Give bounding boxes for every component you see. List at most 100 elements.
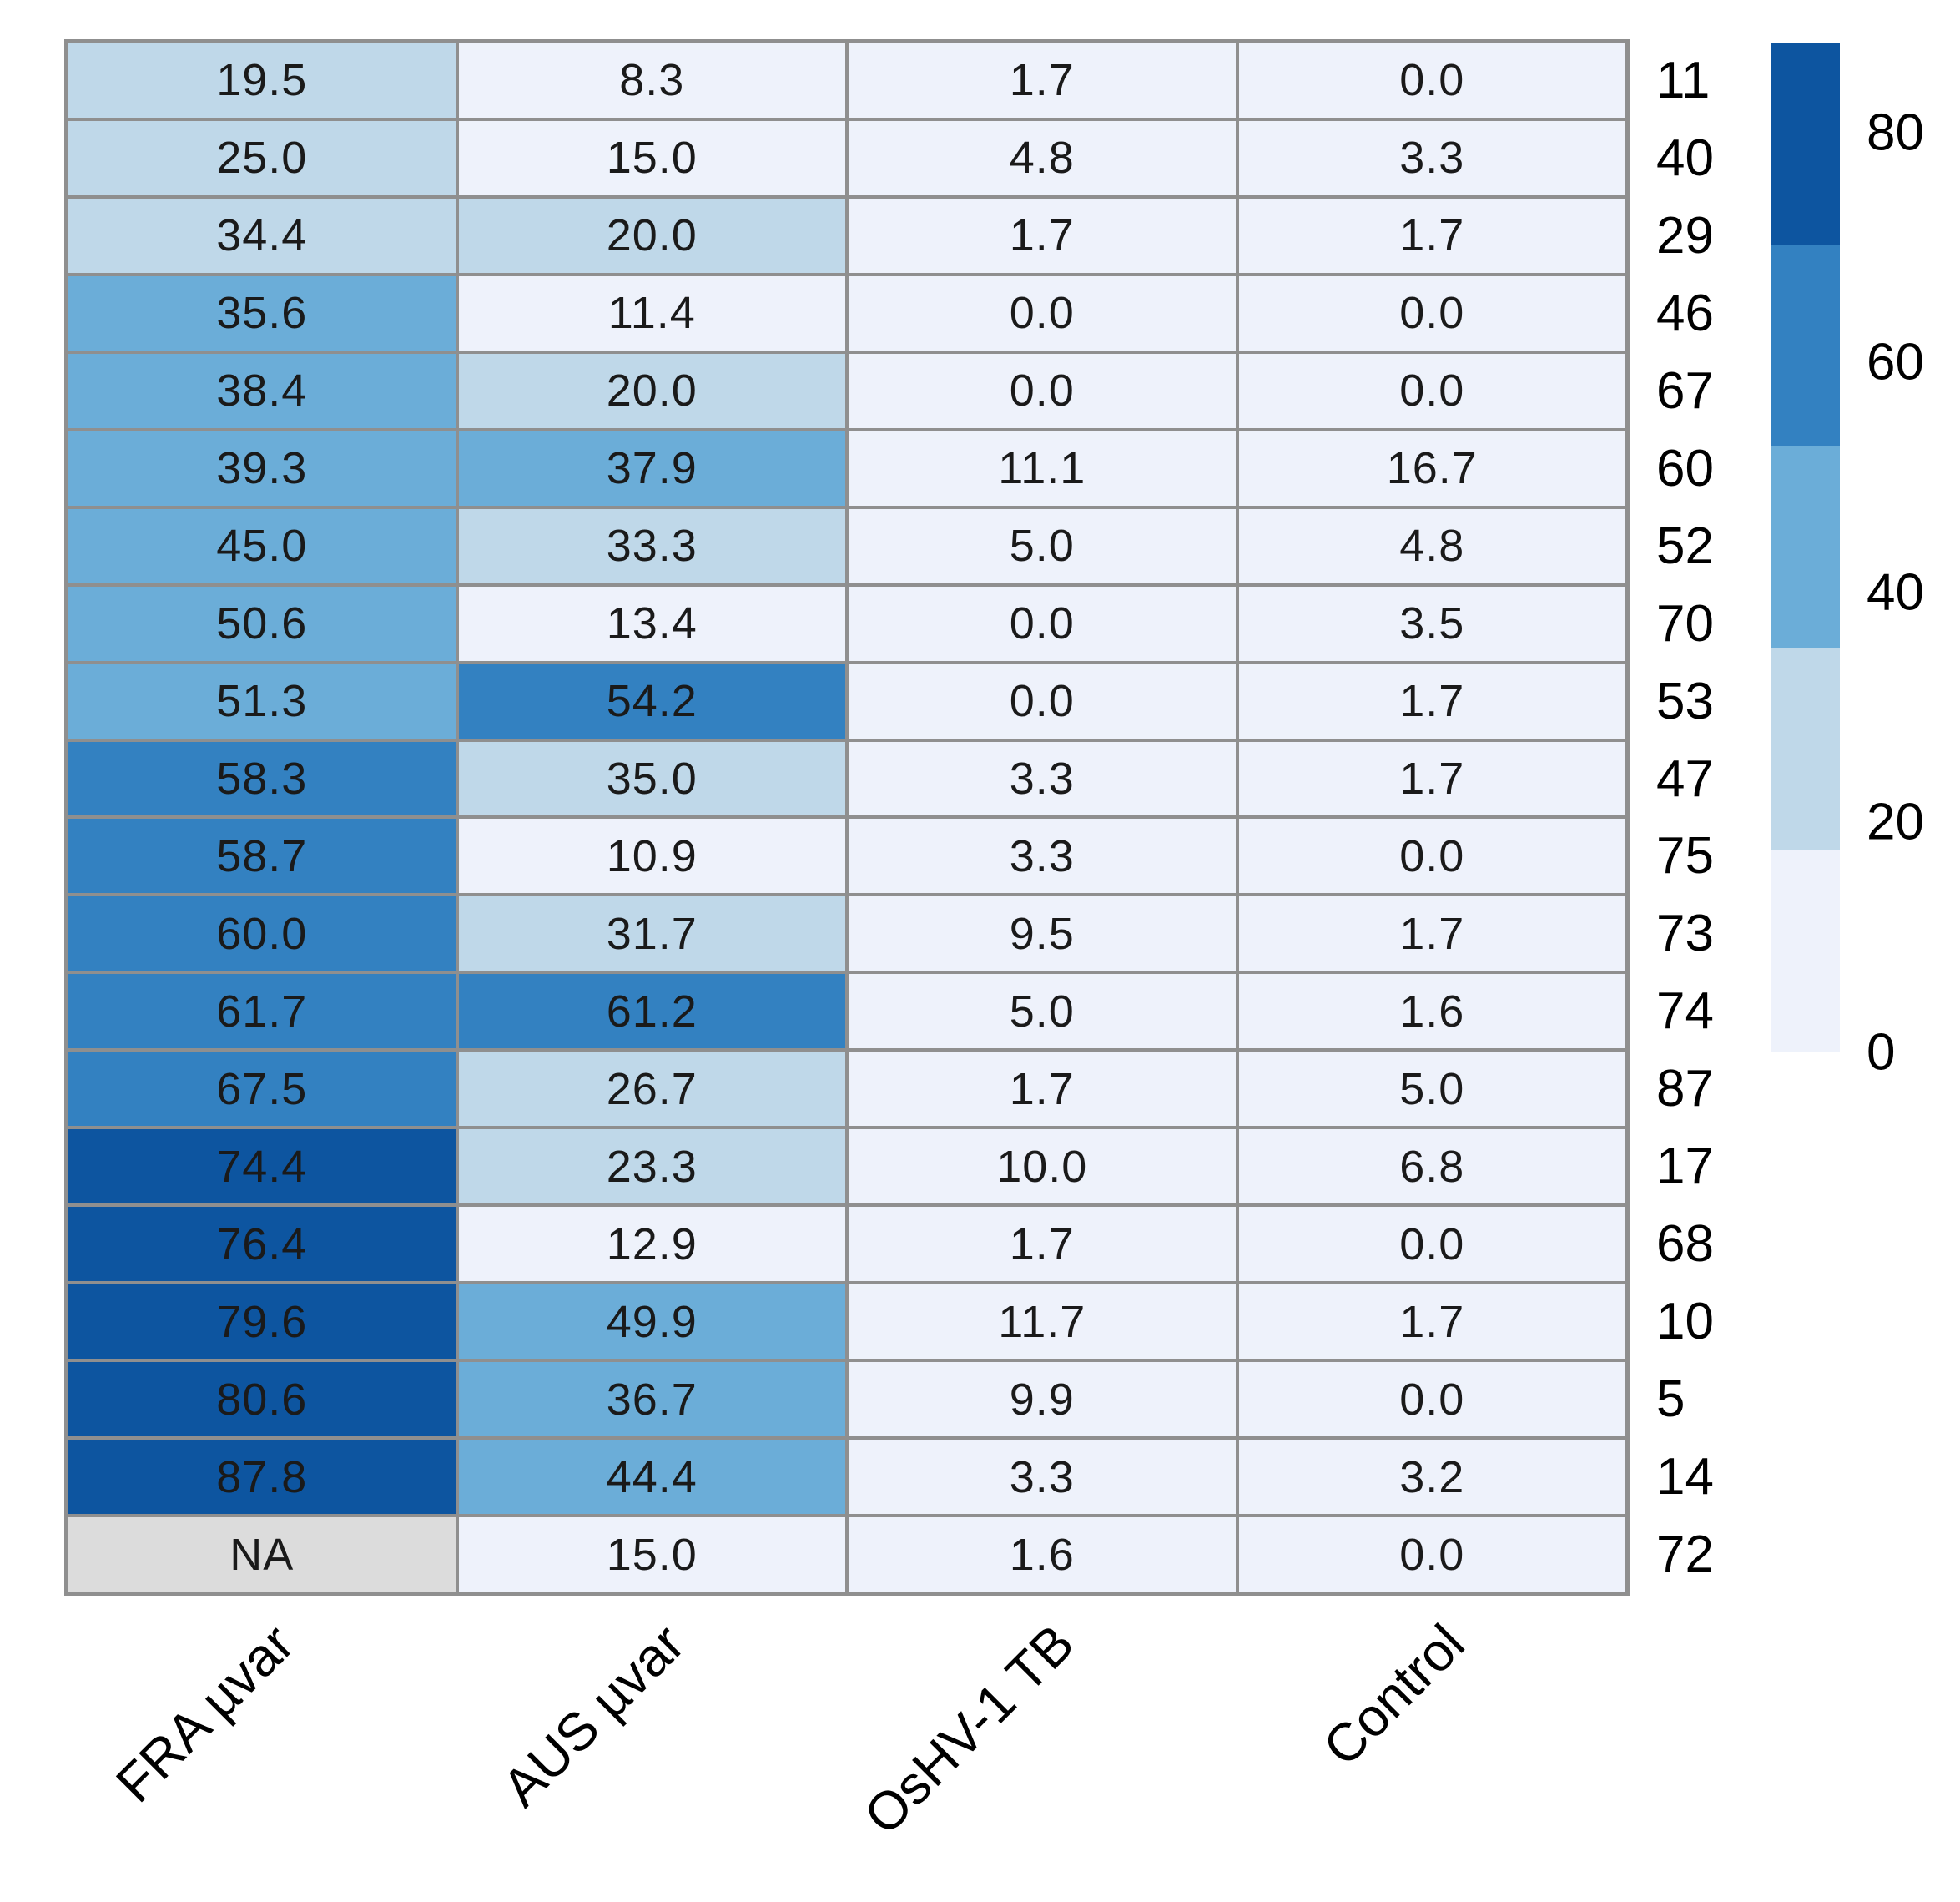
heatmap-cell: 0.0 [849,663,1236,739]
heatmap-cell: 38.4 [68,353,456,428]
heatmap-cell: 8.3 [458,43,845,118]
heatmap-cell: 15.0 [458,120,845,195]
heatmap-cell: 1.7 [1238,663,1625,739]
heatmap-cell: 51.3 [68,663,456,739]
heatmap-cell: 0.0 [1238,1207,1625,1282]
row-label: 67 [1656,361,1714,420]
heatmap-cell: 58.7 [68,819,456,894]
heatmap-cell: 0.0 [1238,275,1625,351]
column-label-fra-uvar: FRA µvar [104,1612,305,1814]
heatmap-cell: 19.5 [68,43,456,118]
row-label: 52 [1656,517,1714,575]
heatmap-cell: 74.4 [68,1129,456,1204]
colorbar-segment [1771,850,1840,1052]
heatmap-cell: 35.6 [68,275,456,351]
row-label: 70 [1656,594,1714,653]
heatmap-cell: 1.7 [849,1207,1236,1282]
heatmap-cell: 1.7 [849,43,1236,118]
colorbar-tick-label: 80 [1867,103,1924,162]
heatmap-cell: 15.0 [458,1517,845,1592]
heatmap-cell: 4.8 [1238,508,1625,583]
heatmap-cell: 1.6 [849,1517,1236,1592]
heatmap-cell: 26.7 [458,1052,845,1127]
column-label-control: Control [1311,1612,1476,1778]
heatmap-cell: 58.3 [68,741,456,816]
heatmap-cell: 1.7 [849,1052,1236,1127]
row-label: 73 [1656,905,1714,963]
heatmap-cell: 39.3 [68,431,456,506]
heatmap-cell: 0.0 [1238,819,1625,894]
heatmap-cell: 23.3 [458,1129,845,1204]
heatmap-cell: 35.0 [458,741,845,816]
heatmap-cell: 0.0 [849,275,1236,351]
heatmap-cell: 37.9 [458,431,845,506]
heatmap-cell: 0.0 [849,353,1236,428]
heatmap-grid: 19.5 8.3 1.7 0.0 25.0 15.0 4.8 3.3 34.4 20.0 1.7 1.… [64,39,1630,1596]
row-label: 40 [1656,129,1714,187]
heatmap-cell: 50.6 [68,586,456,661]
colorbar-tick-label: 40 [1867,563,1924,622]
heatmap-cell: 1.7 [1238,198,1625,273]
heatmap-cell: 44.4 [458,1440,845,1515]
row-labels: 11 40 29 46 67 60 52 70 53 47 75 73 74 87 17 68 10 5 14 72 [1656,39,1798,1596]
heatmap-cell: 10.0 [849,1129,1236,1204]
row-label: 11 [1656,51,1711,109]
heatmap-cell: 61.2 [458,974,845,1049]
heatmap-cell: 5.0 [849,974,1236,1049]
heatmap-cell: 0.0 [1238,43,1625,118]
heatmap-cell: 0.0 [1238,1517,1625,1592]
heatmap-cell: 80.6 [68,1362,456,1437]
heatmap-cell: 3.3 [849,819,1236,894]
colorbar-segment [1771,245,1840,446]
heatmap-cell: 1.7 [1238,741,1625,816]
heatmap-cell: 61.7 [68,974,456,1049]
heatmap-cell: 3.3 [849,741,1236,816]
heatmap-cell: 5.0 [849,508,1236,583]
heatmap-cell: 20.0 [458,353,845,428]
row-label: 60 [1656,439,1714,497]
colorbar-tick-label: 60 [1867,333,1924,391]
heatmap-cell: 12.9 [458,1207,845,1282]
row-label: 72 [1656,1526,1714,1584]
row-label: 75 [1656,827,1714,885]
heatmap-cell: 11.7 [849,1284,1236,1360]
heatmap-cell: 4.8 [849,120,1236,195]
colorbar-segment [1771,43,1840,245]
row-label: 47 [1656,749,1714,808]
row-label: 29 [1656,206,1714,265]
heatmap-cell: 49.9 [458,1284,845,1360]
heatmap-cell: 3.3 [1238,120,1625,195]
heatmap-cell: 9.5 [849,896,1236,971]
heatmap-cell: 25.0 [68,120,456,195]
heatmap-cell: 16.7 [1238,431,1625,506]
row-label: 74 [1656,982,1714,1041]
heatmap-cell: 0.0 [1238,1362,1625,1437]
heatmap-cell: 45.0 [68,508,456,583]
heatmap-cell: 1.7 [849,198,1236,273]
row-label: 46 [1656,284,1714,342]
heatmap-cell: 76.4 [68,1207,456,1282]
colorbar-tick-label: 0 [1867,1023,1896,1082]
heatmap-cell: 67.5 [68,1052,456,1127]
heatmap-cell: 3.3 [849,1440,1236,1515]
heatmap-cell: 11.1 [849,431,1236,506]
heatmap-cell: 11.4 [458,275,845,351]
heatmap-cell: 36.7 [458,1362,845,1437]
row-label: 53 [1656,672,1714,730]
heatmap-cell: 54.2 [458,663,845,739]
heatmap-cell: 1.7 [1238,1284,1625,1360]
row-label: 14 [1656,1448,1714,1506]
colorbar [1771,43,1840,1052]
heatmap-cell: 9.9 [849,1362,1236,1437]
colorbar-tick-label: 20 [1867,793,1924,851]
heatmap-cell: 79.6 [68,1284,456,1360]
heatmap-cell: 10.9 [458,819,845,894]
heatmap-cell: 1.7 [1238,896,1625,971]
heatmap-cell: 87.8 [68,1440,456,1515]
heatmap-cell: 20.0 [458,198,845,273]
heatmap-cell: 1.6 [1238,974,1625,1049]
heatmap-cell: 34.4 [68,198,456,273]
row-label: 87 [1656,1060,1714,1118]
column-label-aus-uvar: AUS µvar [491,1612,696,1819]
